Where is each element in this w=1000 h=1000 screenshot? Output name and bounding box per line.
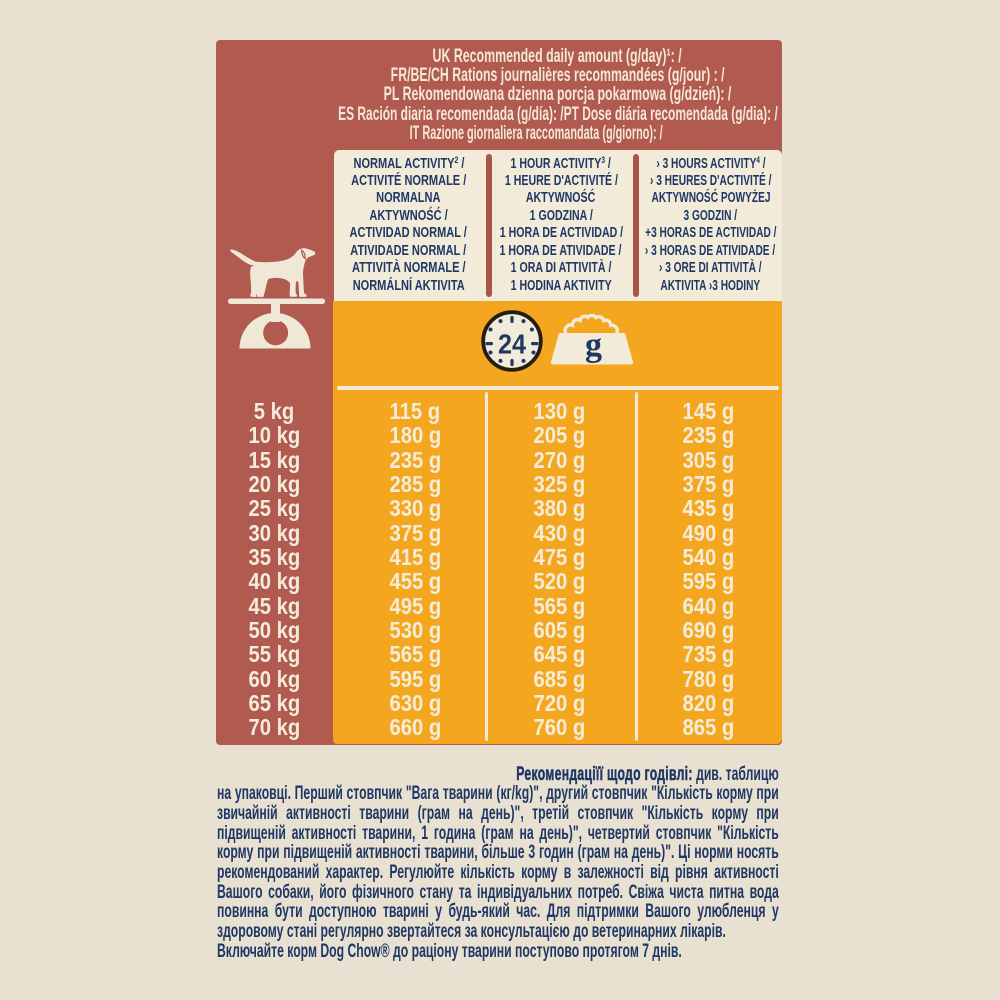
svg-text:24: 24 [498, 329, 526, 360]
svg-text:g: g [585, 327, 602, 364]
